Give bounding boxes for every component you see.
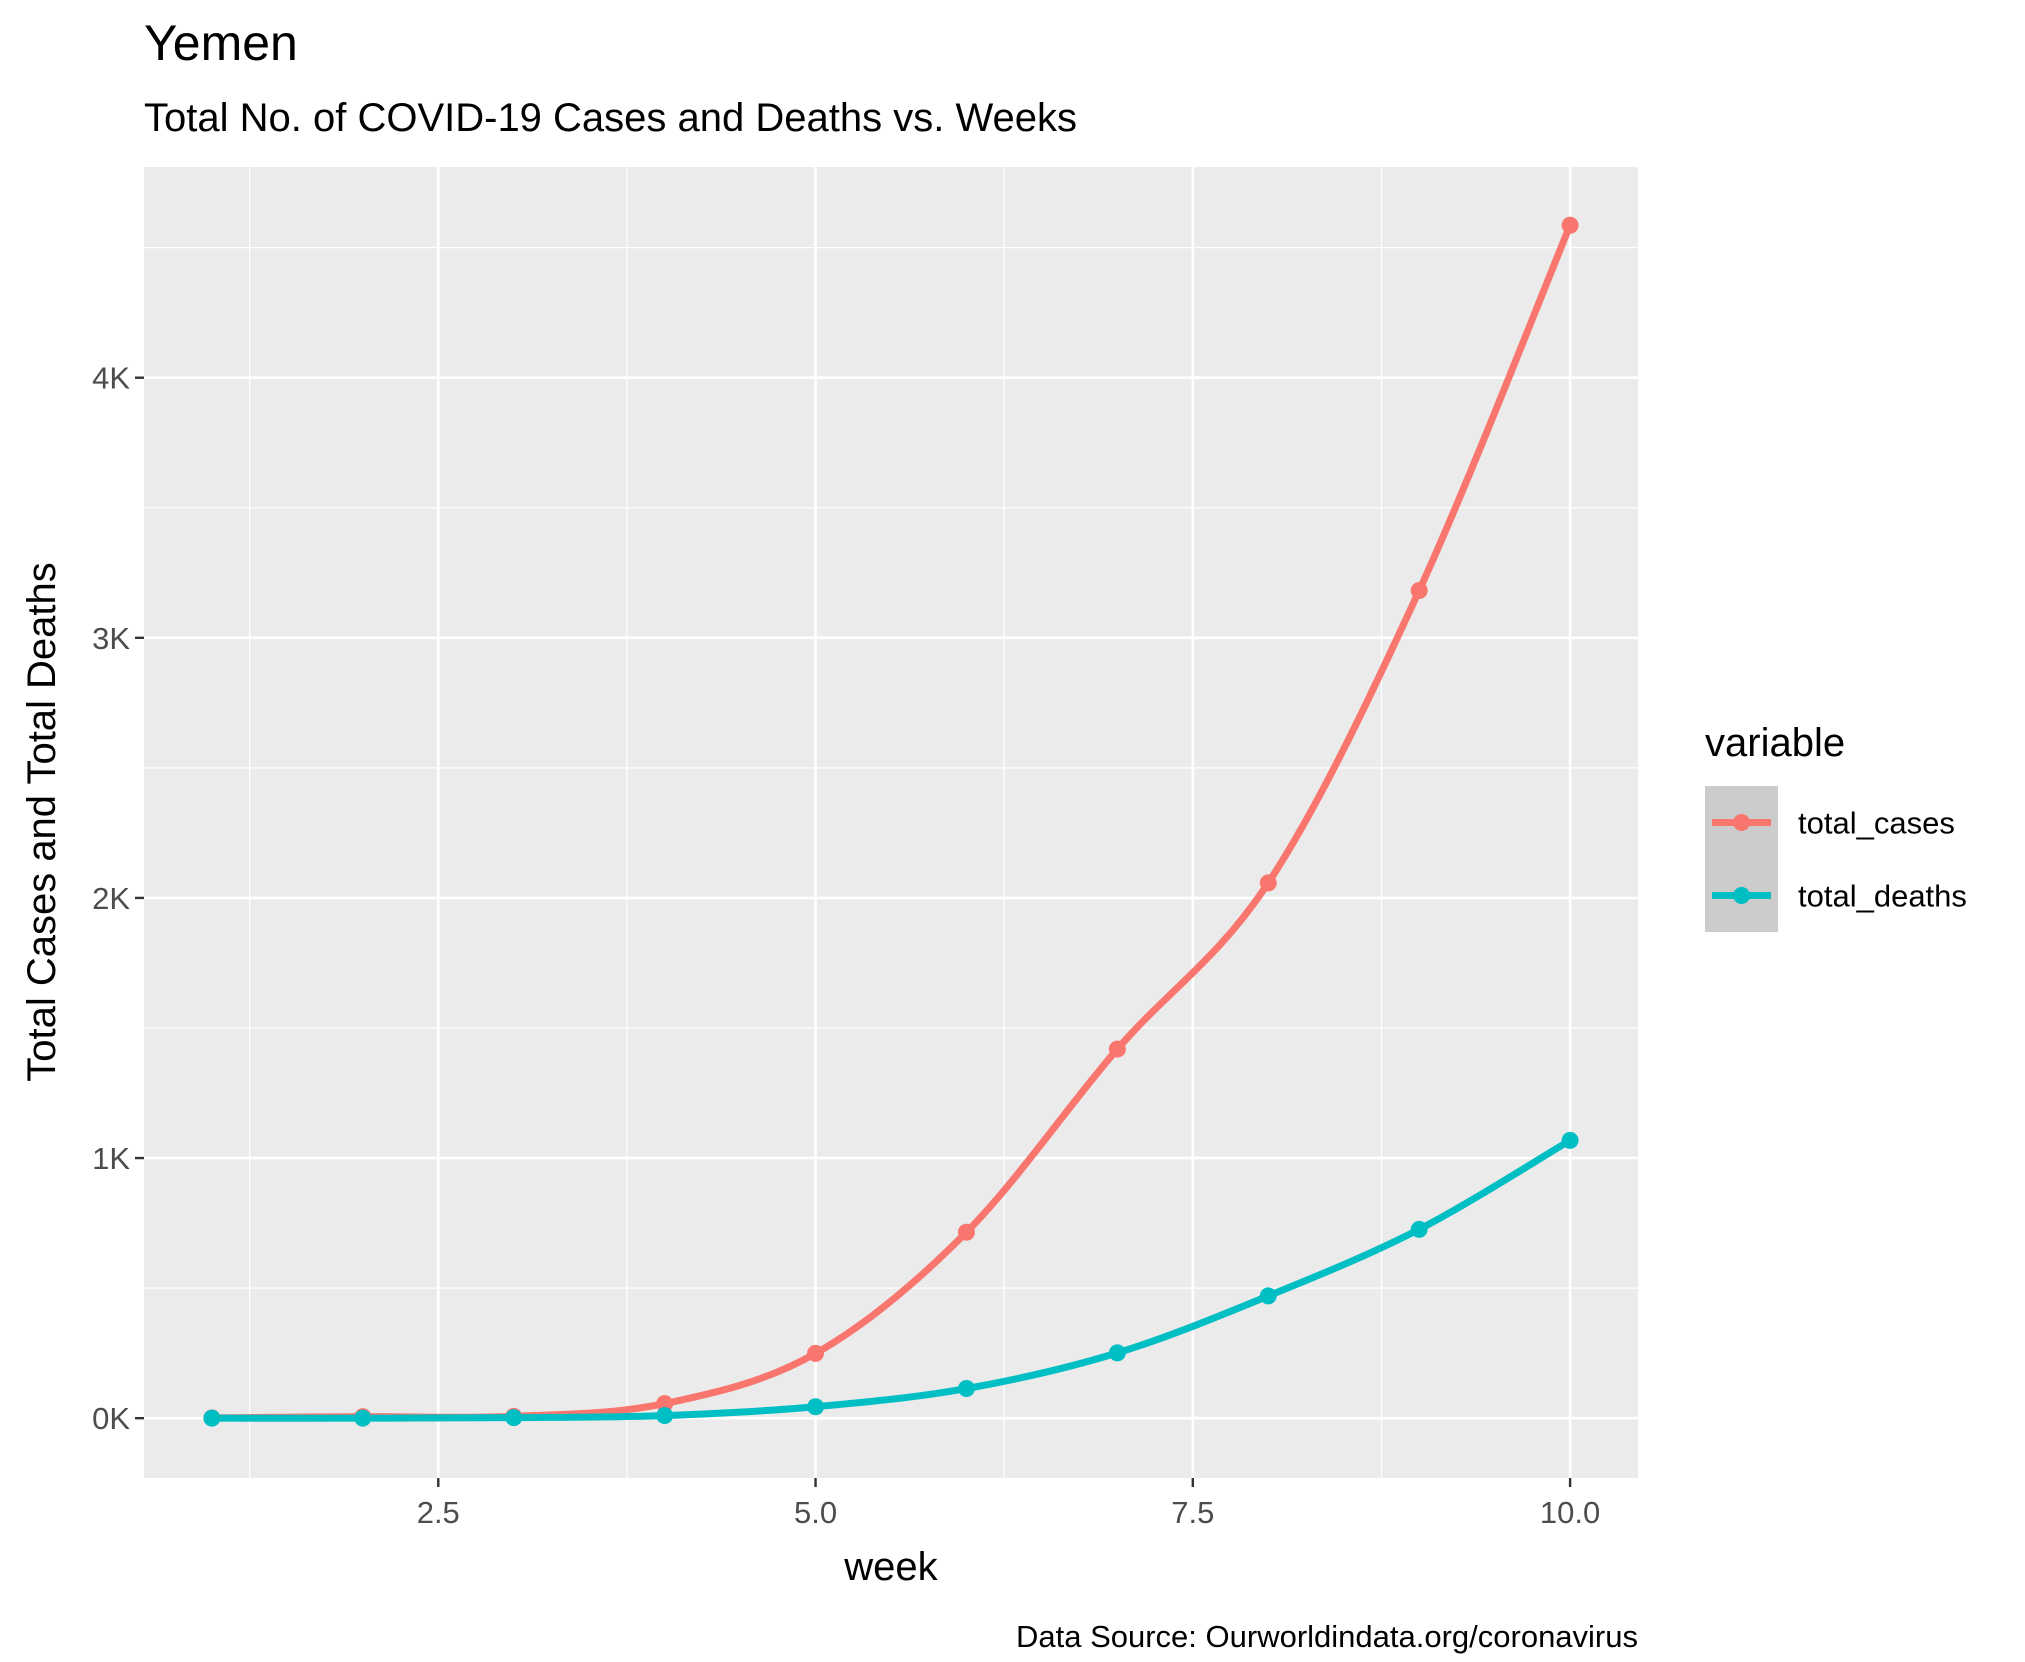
data-point-total-cases: [957, 1223, 975, 1241]
data-point-total-deaths: [1259, 1287, 1277, 1305]
legend-label-total-cases: total_cases: [1798, 806, 1955, 841]
x-tick-label: 2.5: [417, 1495, 460, 1530]
legend-label-total-deaths: total_deaths: [1798, 879, 1967, 914]
x-axis-title: week: [843, 1545, 938, 1589]
data-point-total-deaths: [1561, 1131, 1579, 1149]
data-point-total-deaths: [656, 1407, 674, 1425]
data-point-total-cases: [1259, 874, 1277, 892]
y-tick-label: 3K: [92, 621, 130, 656]
y-axis-title: Total Cases and Total Deaths: [20, 562, 64, 1082]
chart-title: Yemen: [144, 15, 298, 71]
data-point-total-cases: [656, 1395, 674, 1413]
legend-key-point: [1733, 887, 1750, 904]
data-point-total-cases: [1410, 581, 1428, 599]
chart-subtitle: Total No. of COVID-19 Cases and Deaths v…: [144, 96, 1077, 140]
data-point-total-deaths: [1108, 1344, 1126, 1362]
x-tick-label: 10.0: [1540, 1495, 1600, 1530]
legend-items: total_cases total_deaths: [1712, 806, 1967, 914]
data-point-total-deaths: [354, 1409, 372, 1427]
x-axis: 2.5 5.0 7.5 10.0: [417, 1478, 1600, 1530]
data-point-total-deaths: [1410, 1220, 1428, 1238]
x-tick-label: 5.0: [794, 1495, 837, 1530]
y-tick-label: 0K: [92, 1401, 130, 1436]
caption: Data Source: Ourworldindata.org/coronavi…: [1016, 1619, 1638, 1654]
plot-panel: [144, 167, 1638, 1478]
series-points: [203, 216, 1579, 1427]
x-tick-label: 7.5: [1171, 1495, 1214, 1530]
data-point-total-cases: [807, 1344, 825, 1362]
data-point-total-cases: [1108, 1040, 1126, 1058]
data-point-total-deaths: [957, 1380, 975, 1398]
y-tick-label: 2K: [92, 881, 130, 916]
series-line-total-deaths: [208, 1136, 1574, 1422]
data-point-total-cases: [1561, 216, 1579, 234]
data-point-total-deaths: [203, 1409, 221, 1427]
y-tick-label: 4K: [92, 361, 130, 396]
y-tick-label: 1K: [92, 1141, 130, 1176]
y-axis: 0K 1K 2K 3K 4K: [92, 361, 144, 1436]
gridlines: [144, 167, 1638, 1478]
legend-key-point: [1733, 814, 1750, 831]
data-point-total-deaths: [505, 1409, 523, 1427]
legend: variable total_cases total_deaths: [1705, 721, 1967, 932]
data-point-total-deaths: [807, 1398, 825, 1416]
legend-title: variable: [1705, 721, 1845, 765]
legend-key-background: [1705, 786, 1778, 932]
